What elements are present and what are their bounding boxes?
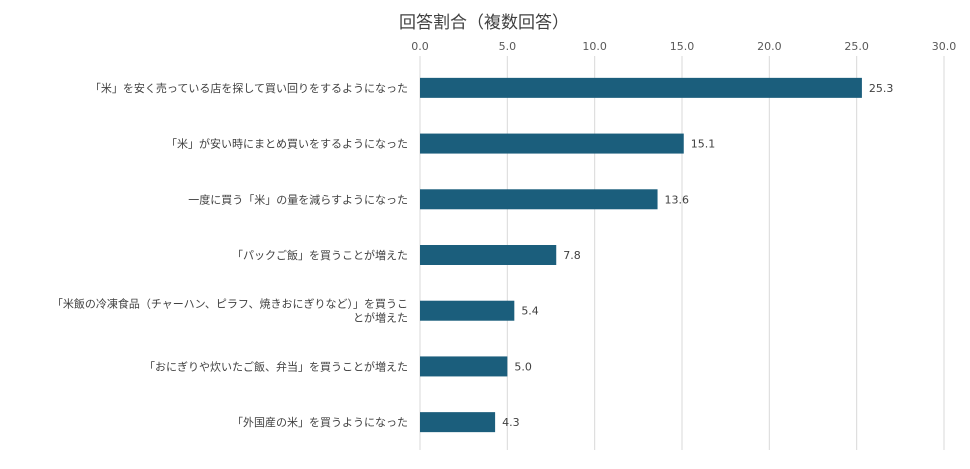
bar xyxy=(420,77,862,98)
bar xyxy=(420,245,557,265)
category-label: 「外国産の米」を買うようになった xyxy=(232,416,408,429)
data-label: 7.8 xyxy=(563,249,581,262)
category-label: 一度に買う「米」の量を減らすようになった xyxy=(188,192,408,206)
x-tick-label: 25.0 xyxy=(844,40,869,53)
x-tick-label: 0.0 xyxy=(411,40,429,53)
data-label: 15.1 xyxy=(691,138,716,151)
category-label: 「おにぎりや炊いたご飯、弁当」を買うことが増えた xyxy=(144,359,408,373)
data-labels: 25.3 15.1 13.6 7.8 5.4 5.0 4.3 xyxy=(502,82,893,429)
data-label: 13.6 xyxy=(665,193,690,206)
data-label: 25.3 xyxy=(869,82,894,95)
category-label: とが増えた xyxy=(353,311,408,325)
bars xyxy=(420,77,862,433)
gridlines xyxy=(419,56,945,450)
bar xyxy=(420,133,684,154)
data-label: 5.4 xyxy=(521,305,539,318)
data-label: 4.3 xyxy=(502,416,520,429)
x-tick-label: 30.0 xyxy=(932,40,957,53)
bar xyxy=(420,356,508,377)
category-label: 「米飯の冷凍食品（チャーハン、ピラフ、焼きおにぎりなど）」を買うこ xyxy=(52,297,408,311)
bar xyxy=(420,300,515,321)
x-tick-label: 20.0 xyxy=(757,40,782,53)
x-tick-label: 5.0 xyxy=(499,40,517,53)
category-label: 「パックご飯」を買うことが増えた xyxy=(232,248,408,262)
data-label: 5.0 xyxy=(514,360,532,373)
category-label: 「米」を安く売っている店を探して買い回りをするようになった xyxy=(90,81,408,95)
x-tick-label: 10.0 xyxy=(582,40,607,53)
bar xyxy=(420,412,496,433)
chart-title: 回答割合（複数回答） xyxy=(399,13,569,33)
category-labels: 「米」を安く売っている店を探して買い回りをするようになった「米」が安い時にまとめ… xyxy=(52,81,408,429)
x-axis-ticks: 0.0 5.0 10.0 15.0 20.0 25.0 30.0 xyxy=(411,40,956,53)
category-label: 「米」が安い時にまとめ買いをするようになった xyxy=(166,137,408,151)
bar xyxy=(420,189,658,210)
x-tick-label: 15.0 xyxy=(670,40,695,53)
